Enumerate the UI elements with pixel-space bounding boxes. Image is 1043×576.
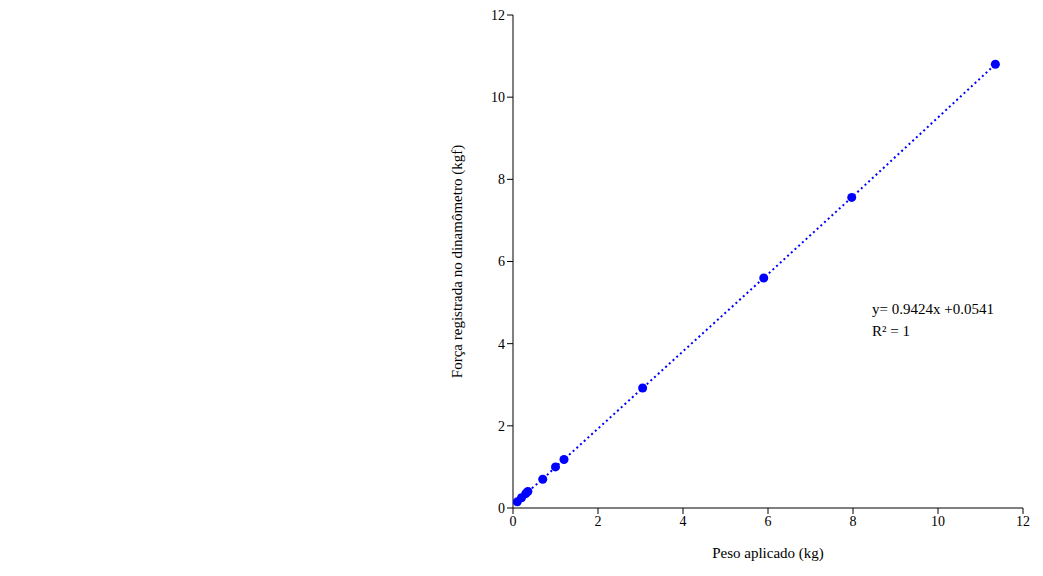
- svg-text:12: 12: [491, 8, 505, 23]
- svg-text:8: 8: [498, 172, 505, 187]
- svg-text:6: 6: [765, 514, 772, 529]
- svg-text:12: 12: [1016, 514, 1030, 529]
- svg-text:0: 0: [498, 501, 505, 516]
- svg-text:0: 0: [510, 514, 517, 529]
- svg-text:2: 2: [595, 514, 602, 529]
- svg-text:4: 4: [498, 337, 505, 352]
- svg-text:Peso aplicado (kg): Peso aplicado (kg): [712, 545, 824, 562]
- svg-text:10: 10: [931, 514, 945, 529]
- html-text:y= 0.9424x +0.0541: y= 0.9424x +0.0541: [872, 301, 994, 317]
- svg-text:10: 10: [491, 90, 505, 105]
- svg-text:6: 6: [498, 254, 505, 269]
- svg-text:2: 2: [498, 419, 505, 434]
- svg-text:8: 8: [850, 514, 857, 529]
- svg-text:4: 4: [680, 514, 687, 529]
- html-text:R² = 1: R² = 1: [872, 323, 910, 339]
- svg-text:Força registrada no dinamômetr: Força registrada no dinamômetro (kgf): [449, 145, 466, 378]
